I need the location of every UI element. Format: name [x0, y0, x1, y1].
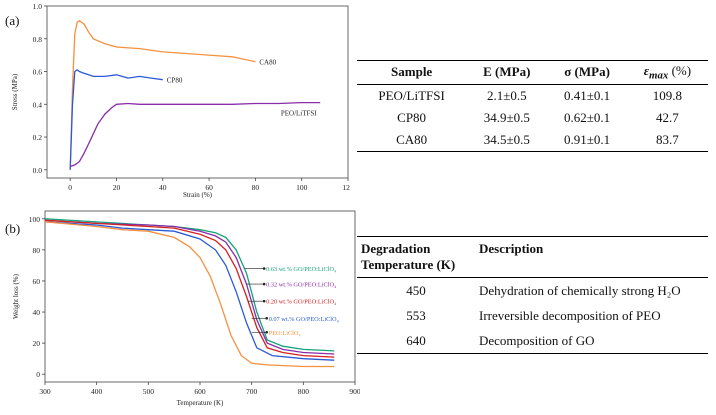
x-tick-label: 100: [296, 183, 308, 192]
cell-strength: 0.91±0.1: [563, 131, 611, 147]
y-tick-label: 40: [33, 308, 41, 317]
x-tick-label: 80: [252, 183, 260, 192]
cell-description: Dehydration of chemically strong H₂O: [479, 282, 681, 298]
y-tick-label: 60: [33, 277, 41, 286]
series-label-0: 0.63 wt.% GO/PEO:LiClO₄: [266, 266, 336, 273]
x-tick-label: 500: [143, 387, 155, 396]
x-tick-label: 800: [298, 387, 310, 396]
cell-sample: CA80: [396, 131, 428, 147]
x-tick-label: 600: [194, 387, 206, 396]
annotation-arrowhead: [262, 267, 266, 270]
series-line-1: [44, 219, 335, 355]
col-header-strength: σ (MPa): [564, 64, 610, 80]
series-label-4: PEO:LiClO₄: [269, 330, 301, 337]
cell-strain: 42.7: [656, 109, 679, 125]
series-line-2: [44, 219, 335, 358]
panel-a-label: (a): [5, 13, 20, 28]
y-tick-label: 0.2: [33, 133, 43, 142]
x-tick-label: 0: [68, 183, 72, 192]
mechanical-properties-table: Sample E (MPa) σ (MPa) εmax (%) PEO/LiTF…: [357, 60, 708, 152]
series-label-peo-litfsi: PEO/LiTFSI: [281, 110, 317, 118]
cell-sample: PEO/LiTFSI: [378, 87, 445, 103]
col-header-modulus: E (MPa): [483, 64, 531, 80]
y-axis-label: Stress (MPa): [11, 73, 19, 110]
x-tick-label: 60: [205, 183, 213, 192]
annotation-arrowhead: [265, 330, 269, 334]
series-label-2: 0.20 wt.% GO/PEO:LiClO₄: [266, 299, 336, 306]
table-row: CA80 34.5±0.5 0.91±0.1 83.7: [357, 129, 708, 152]
series-label-3: 0.07 wt.% GO/PEO:LiClO₄: [269, 316, 339, 323]
cell-temperature: 640: [406, 332, 426, 348]
plot-frame: [46, 5, 349, 179]
series-line-2: [69, 101, 321, 168]
y-tick-label: 1.0: [33, 2, 43, 11]
y-tick-label: 0.8: [33, 35, 43, 44]
table-row: 640 Decomposition of GO: [357, 328, 708, 354]
y-tick-label: 0: [36, 370, 40, 379]
panel-b-label: (b): [5, 221, 21, 236]
cell-strain: 109.8: [652, 87, 682, 103]
table-row: 450 Dehydration of chemically strong H₂O: [357, 278, 708, 304]
tga-weight-loss-chart: 300 400 500 600 700 800 900 0 20 40 60 80 100 Tempera…: [12, 210, 360, 407]
x-tick-label: 700: [246, 387, 258, 396]
col-header-sample: Sample: [391, 64, 433, 80]
y-tick-label: 20: [33, 339, 41, 348]
degradation-table: Degradation Temperature (K) Description 4…: [357, 236, 708, 354]
table-row: 553 Irreversible decomposition of PEO: [357, 303, 708, 328]
cell-description: Decomposition of GO: [479, 332, 595, 348]
table-header-row: Sample E (MPa) σ (MPa) εmax (%): [357, 60, 708, 85]
cell-strain: 83.7: [656, 131, 679, 147]
x-tick-label: 40: [159, 183, 167, 192]
y-axis-label: Weight loss (%): [12, 273, 20, 319]
table-header-row: Degradation Temperature (K) Description: [357, 236, 708, 278]
x-tick-label: 900: [349, 387, 360, 396]
cell-sample: CP80: [397, 109, 427, 125]
stress-strain-chart: 0 20 40 60 80 100 120 0.0 0.2 0.4 0.6 0.8 1.0 Strain …: [11, 2, 350, 199]
col-header-description: Description: [479, 241, 544, 256]
cell-temperature: 553: [406, 307, 426, 323]
annotation-arrowhead: [265, 316, 269, 320]
series-line-3: [44, 221, 335, 361]
y-tick-label: 0.0: [33, 166, 43, 175]
cell-temperature: 450: [406, 282, 426, 298]
series-line-4: [44, 221, 335, 368]
y-tick-label: 80: [33, 246, 41, 255]
series-label-cp80: CP80: [167, 77, 183, 85]
series-label-ca80: CA80: [259, 59, 276, 67]
col-header-temperature: Degradation Temperature (K): [361, 241, 456, 272]
series-label-1: 0.32 wt.% GO/PEO:LiClO₄: [266, 282, 336, 289]
y-tick-label: 0.6: [33, 68, 43, 77]
cell-modulus: 34.9±0.5: [483, 109, 530, 125]
y-tick-label: 0.4: [33, 100, 43, 109]
x-tick-label: 120: [342, 183, 350, 192]
series-line-0: [69, 19, 256, 170]
x-tick-label: 400: [91, 387, 103, 396]
col-header-strain: εmax (%): [643, 63, 692, 82]
cell-modulus: 34.5±0.5: [483, 131, 530, 147]
x-axis-label: Strain (%): [183, 191, 213, 199]
table-row: CP80 34.9±0.5 0.62±0.1 42.7: [357, 107, 708, 129]
x-tick-label: 300: [39, 387, 51, 396]
x-tick-label: 20: [113, 183, 121, 192]
annotation-arrowhead: [262, 299, 266, 303]
series-line-1: [69, 69, 163, 170]
x-axis-label: Temperature (K): [177, 399, 224, 407]
table-row: PEO/LiTFSI 2.1±0.5 0.41±0.1 109.8: [357, 84, 708, 107]
annotation-arrowhead: [262, 282, 266, 286]
cell-modulus: 2.1±0.5: [486, 87, 527, 103]
cell-description: Irreversible decomposition of PEO: [479, 307, 661, 323]
cell-strength: 0.41±0.1: [563, 87, 611, 103]
y-tick-label: 100: [29, 215, 41, 224]
cell-strength: 0.62±0.1: [563, 109, 611, 125]
